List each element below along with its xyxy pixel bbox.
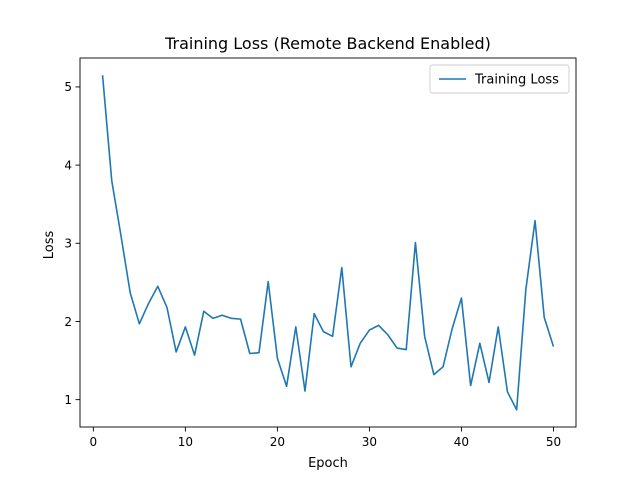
axes-frame: [79, 57, 577, 428]
plot-area: 0 10 20 30 40 50 1 2 3 4 5 Training Loss: [64, 57, 577, 449]
x-tick-label: 50: [546, 435, 561, 449]
legend-label-0: Training Loss: [474, 73, 559, 88]
chart-title: Training Loss (Remote Backend Enabled): [164, 34, 491, 53]
y-tick-label: 3: [64, 237, 72, 251]
x-tick-label: 30: [362, 435, 377, 449]
x-tick-label: 10: [178, 435, 193, 449]
y-tick-label: 5: [64, 80, 72, 94]
y-tick-label: 1: [64, 393, 72, 407]
x-tick-label: 40: [454, 435, 469, 449]
y-tick-label: 2: [64, 315, 72, 329]
y-axis-label: Loss: [42, 231, 57, 260]
series-line-0: [101, 75, 555, 411]
x-axis-label: Epoch: [308, 456, 348, 471]
legend-box: [429, 64, 570, 94]
x-tick-label: 20: [270, 435, 285, 449]
x-tick-label: 0: [90, 435, 98, 449]
y-tick-label: 4: [64, 158, 72, 172]
